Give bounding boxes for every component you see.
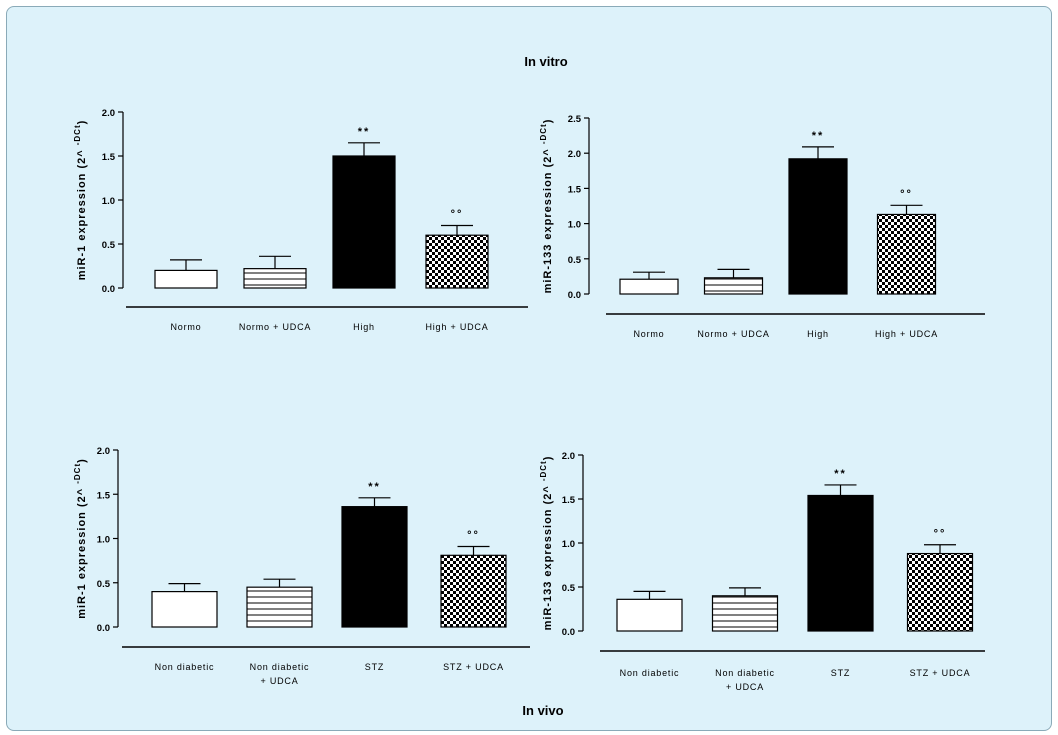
bar-2 <box>246 586 313 628</box>
y-tick-label: 2.5 <box>568 114 582 125</box>
category-label: STZ + UDCA <box>443 662 504 672</box>
bar-2 <box>703 277 764 295</box>
chart-mir1-in-vivo: 0.0 0.5 1.0 1.5 2.0 miR-1 expression (2^ -DCt… <box>73 446 530 686</box>
y-tick-label: 0.0 <box>562 627 575 638</box>
category-label: + UDCA <box>726 682 764 692</box>
y-tick-label: 0.5 <box>562 583 576 594</box>
category-label: Normo + UDCA <box>239 322 311 332</box>
category-label: Normo <box>633 329 664 339</box>
bar-3 <box>341 506 408 628</box>
y-tick-label: 2.0 <box>562 451 575 462</box>
bar-1 <box>151 590 218 628</box>
category-label: Normo <box>170 322 201 332</box>
category-label: STZ <box>365 662 384 672</box>
y-tick-label: 0.5 <box>568 255 582 266</box>
y-tick-label: 0.0 <box>568 290 581 301</box>
significance-mark: °° <box>467 529 480 541</box>
y-tick-label: 1.0 <box>568 220 581 231</box>
category-label: Non diabetic <box>155 662 215 672</box>
significance-mark: ** <box>368 481 381 493</box>
bar-3 <box>332 155 396 289</box>
chart-mir133-in-vivo: 0.0 0.5 1.0 1.5 2.0 miR-133 expression (2^ -D… <box>539 451 985 692</box>
bar-4 <box>425 234 489 289</box>
bar-4 <box>876 213 937 295</box>
bar-1 <box>616 598 683 632</box>
y-tick-label: 1.5 <box>102 152 116 163</box>
y-axis-label: miR-1 expression (2^ -DCt) <box>73 120 88 281</box>
category-label: High + UDCA <box>875 329 938 339</box>
chart-mir1-in-vitro: 0.0 0.5 1.0 1.5 2.0 miR-1 expression (2^ -DCt… <box>73 108 528 332</box>
significance-mark: °° <box>451 209 464 221</box>
y-tick-label: 0.0 <box>102 284 115 295</box>
y-tick-label: 0.5 <box>102 240 116 251</box>
significance-mark: ** <box>834 468 847 480</box>
y-tick-label: 1.0 <box>562 539 575 550</box>
y-tick-label: 2.0 <box>97 446 110 457</box>
category-label: STZ + UDCA <box>910 668 971 678</box>
y-axis-label: miR-133 expression (2^ -DCt) <box>539 456 554 631</box>
y-tick-label: 1.0 <box>97 535 110 546</box>
y-tick-label: 2.0 <box>102 108 115 119</box>
category-label: Non diabetic <box>250 662 310 672</box>
y-tick-label: 1.5 <box>97 490 111 501</box>
category-label: High + UDCA <box>425 322 488 332</box>
category-label: Non diabetic <box>620 668 680 678</box>
significance-mark: ** <box>812 130 825 142</box>
category-label: High <box>353 322 375 332</box>
category-label: High <box>807 329 829 339</box>
y-tick-label: 1.5 <box>562 495 576 506</box>
section-title-in-vitro: In vitro <box>524 54 568 69</box>
y-tick-label: 0.5 <box>97 579 111 590</box>
bar-3 <box>788 158 848 295</box>
y-axis-label: miR-133 expression (2^ -DCt) <box>539 119 554 294</box>
bar-4 <box>906 552 974 632</box>
category-label: Normo + UDCA <box>697 329 769 339</box>
y-tick-label: 0.0 <box>97 623 110 634</box>
significance-mark: ** <box>358 126 371 138</box>
y-tick-label: 1.5 <box>568 184 582 195</box>
category-label: + UDCA <box>260 676 298 686</box>
y-tick-label: 2.0 <box>568 149 581 160</box>
y-tick-label: 1.0 <box>102 196 115 207</box>
section-title-in-vivo: In vivo <box>522 703 564 718</box>
bar-3 <box>807 494 874 632</box>
category-label: Non diabetic <box>715 668 775 678</box>
bar-4 <box>440 554 507 628</box>
bar-2 <box>243 268 307 289</box>
bar-2 <box>711 595 779 632</box>
y-axis-label: miR-1 expression (2^ -DCt) <box>73 458 88 619</box>
category-label: STZ <box>831 668 850 678</box>
bar-1 <box>619 278 679 295</box>
chart-mir133-in-vitro: 0.0 0.5 1.0 1.5 2.0 2.5 miR-133 expression (2^… <box>539 114 985 339</box>
significance-mark: °° <box>900 188 913 200</box>
bar-1 <box>154 269 218 289</box>
significance-mark: °° <box>934 528 947 540</box>
